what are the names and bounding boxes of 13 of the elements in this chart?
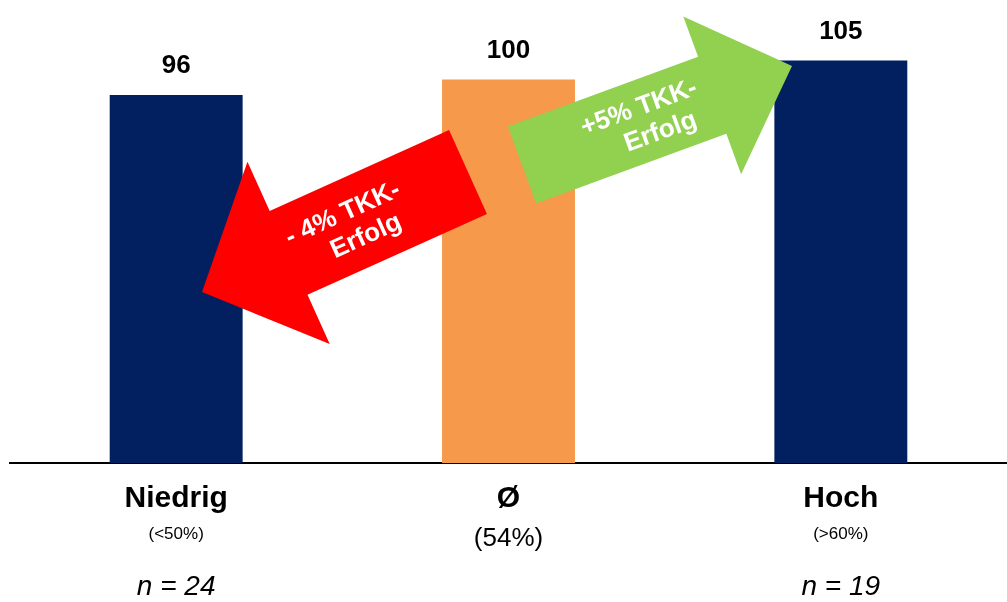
data-label: 96 bbox=[161, 49, 191, 80]
x-tick-label: Ø bbox=[496, 480, 521, 514]
text: (54%) bbox=[473, 522, 544, 553]
text: (>60%) bbox=[813, 523, 869, 543]
text: n = 19 bbox=[801, 569, 881, 601]
annotation: - 4% TKK-Erfolg bbox=[280, 173, 406, 264]
text: (<50%) bbox=[148, 523, 204, 543]
data-label: 105 bbox=[819, 14, 863, 45]
x-tick-label: Hoch bbox=[803, 480, 879, 514]
annotation: +5% TKK-Erfolg bbox=[575, 71, 701, 158]
data-label: 100 bbox=[486, 33, 531, 64]
x-tick-label: Niedrig bbox=[124, 480, 228, 514]
text: n = 24 bbox=[136, 569, 216, 601]
